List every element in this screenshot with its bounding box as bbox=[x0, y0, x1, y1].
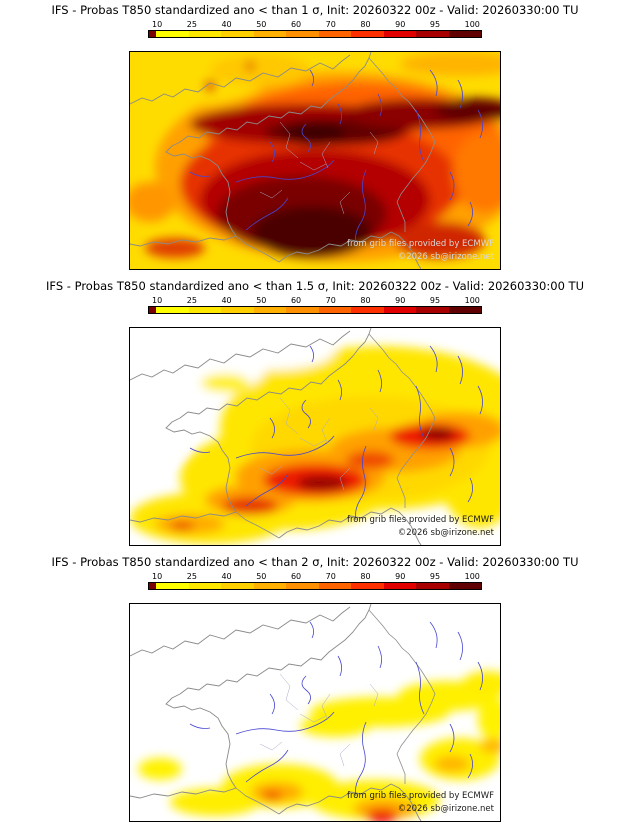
colorbar-tick: 95 bbox=[429, 296, 441, 305]
panel-prob-1sigma: IFS - Probas T850 standardized ano < tha… bbox=[0, 0, 630, 276]
probability-map-1_5sigma: from grib files provided by ECMWF ©2026 … bbox=[129, 327, 501, 546]
colorbar-pre-segment bbox=[149, 31, 156, 37]
colorbar-segment bbox=[448, 307, 481, 313]
colorbar-tick: 10 bbox=[152, 20, 163, 29]
colorbar-segment bbox=[156, 307, 189, 313]
colorbar-segment bbox=[383, 31, 416, 37]
map-canvas-1sigma bbox=[130, 52, 500, 269]
colorbar-ticks: 10 25 40 50 60 70 80 90 95 100 bbox=[148, 296, 482, 306]
colorbar-segment bbox=[383, 307, 416, 313]
colorbar-tick: 60 bbox=[290, 20, 302, 29]
colorbar-segment bbox=[253, 583, 286, 589]
probability-field-2sigma bbox=[138, 671, 500, 821]
colorbar-tick: 50 bbox=[256, 296, 267, 305]
watermark-copyright: ©2026 sb@irizone.net bbox=[397, 528, 494, 538]
colorbar-tick: 90 bbox=[395, 572, 406, 581]
colorbar-segment bbox=[253, 307, 286, 313]
colorbar-pre-segment bbox=[149, 307, 156, 313]
watermark-copyright: ©2026 sb@irizone.net bbox=[397, 804, 494, 814]
colorbar-segment bbox=[221, 31, 254, 37]
probability-field-1sigma bbox=[130, 52, 500, 262]
panel-prob-2sigma: IFS - Probas T850 standardized ano < tha… bbox=[0, 552, 630, 828]
colorbar: 10 25 40 50 60 70 80 90 95 100 bbox=[148, 20, 482, 38]
map-title: IFS - Probas T850 standardized ano < tha… bbox=[51, 555, 579, 569]
colorbar-tick: 95 bbox=[429, 572, 441, 581]
colorbar-tick: 95 bbox=[429, 20, 441, 29]
colorbar-tick: 80 bbox=[360, 20, 371, 29]
colorbar-tick: 80 bbox=[360, 296, 371, 305]
colorbar-segment bbox=[416, 583, 449, 589]
colorbar-segment bbox=[253, 31, 286, 37]
colorbar-segment bbox=[318, 583, 351, 589]
probability-map-2sigma: from grib files provided by ECMWF ©2026 … bbox=[129, 603, 501, 822]
watermark: from grib files provided by ECMWF ©2026 … bbox=[347, 790, 494, 816]
colorbar-tick: 70 bbox=[325, 572, 336, 581]
colorbar-tick: 100 bbox=[464, 20, 480, 29]
probability-map-1sigma: from grib files provided by ECMWF ©2026 … bbox=[129, 51, 501, 270]
colorbar-segment bbox=[221, 307, 254, 313]
colorbar-tick: 60 bbox=[290, 296, 302, 305]
colorbar-segment bbox=[286, 583, 319, 589]
colorbar-tick: 100 bbox=[464, 296, 480, 305]
map-title: IFS - Probas T850 standardized ano < tha… bbox=[46, 279, 584, 293]
colorbar-tick: 70 bbox=[325, 20, 336, 29]
colorbar: 10 25 40 50 60 70 80 90 95 100 bbox=[148, 296, 482, 314]
colorbar-tick: 10 bbox=[152, 572, 163, 581]
map-canvas-1_5sigma bbox=[130, 328, 500, 545]
colorbar-segment bbox=[351, 307, 384, 313]
colorbar-ticks: 10 25 40 50 60 70 80 90 95 100 bbox=[148, 572, 482, 582]
colorbar-segments bbox=[148, 30, 482, 38]
colorbar-tick: 90 bbox=[395, 296, 406, 305]
colorbar-tick: 100 bbox=[464, 572, 480, 581]
colorbar-segments bbox=[148, 582, 482, 590]
colorbar-tick: 90 bbox=[395, 20, 406, 29]
colorbar-segment bbox=[286, 307, 319, 313]
colorbar-ticks: 10 25 40 50 60 70 80 90 95 100 bbox=[148, 20, 482, 30]
watermark-source: from grib files provided by ECMWF bbox=[347, 791, 494, 801]
colorbar-tick: 25 bbox=[186, 572, 197, 581]
colorbar: 10 25 40 50 60 70 80 90 95 100 bbox=[148, 572, 482, 590]
colorbar-segment bbox=[416, 31, 449, 37]
watermark: from grib files provided by ECMWF ©2026 … bbox=[347, 514, 494, 540]
colorbar-tick: 70 bbox=[325, 296, 336, 305]
colorbar-pre-segment bbox=[149, 583, 156, 589]
colorbar-tick: 80 bbox=[360, 572, 371, 581]
colorbar-tick: 10 bbox=[152, 296, 163, 305]
colorbar-segment bbox=[448, 583, 481, 589]
colorbar-tick: 40 bbox=[221, 572, 232, 581]
watermark-source: from grib files provided by ECMWF bbox=[347, 239, 494, 249]
colorbar-tick: 60 bbox=[290, 572, 302, 581]
colorbar-segment bbox=[448, 31, 481, 37]
map-canvas-2sigma bbox=[130, 604, 500, 821]
colorbar-segment bbox=[318, 307, 351, 313]
map-title: IFS - Probas T850 standardized ano < tha… bbox=[51, 3, 579, 17]
colorbar-segment bbox=[286, 31, 319, 37]
watermark: from grib files provided by ECMWF ©2026 … bbox=[347, 238, 494, 264]
colorbar-segment bbox=[156, 31, 189, 37]
colorbar-segment bbox=[188, 307, 221, 313]
colorbar-tick: 50 bbox=[256, 20, 267, 29]
panel-prob-1_5sigma: IFS - Probas T850 standardized ano < tha… bbox=[0, 276, 630, 552]
colorbar-segment bbox=[156, 583, 189, 589]
colorbar-tick: 40 bbox=[221, 20, 232, 29]
colorbar-segments bbox=[148, 306, 482, 314]
colorbar-tick: 40 bbox=[221, 296, 232, 305]
colorbar-segment bbox=[351, 583, 384, 589]
colorbar-segment bbox=[221, 583, 254, 589]
colorbar-segment bbox=[351, 31, 384, 37]
colorbar-tick: 50 bbox=[256, 572, 267, 581]
colorbar-segment bbox=[188, 583, 221, 589]
colorbar-tick: 25 bbox=[186, 296, 197, 305]
colorbar-tick: 25 bbox=[186, 20, 197, 29]
colorbar-segment bbox=[416, 307, 449, 313]
colorbar-segment bbox=[318, 31, 351, 37]
watermark-source: from grib files provided by ECMWF bbox=[347, 515, 494, 525]
colorbar-segment bbox=[188, 31, 221, 37]
colorbar-segment bbox=[383, 583, 416, 589]
watermark-copyright: ©2026 sb@irizone.net bbox=[397, 252, 494, 262]
